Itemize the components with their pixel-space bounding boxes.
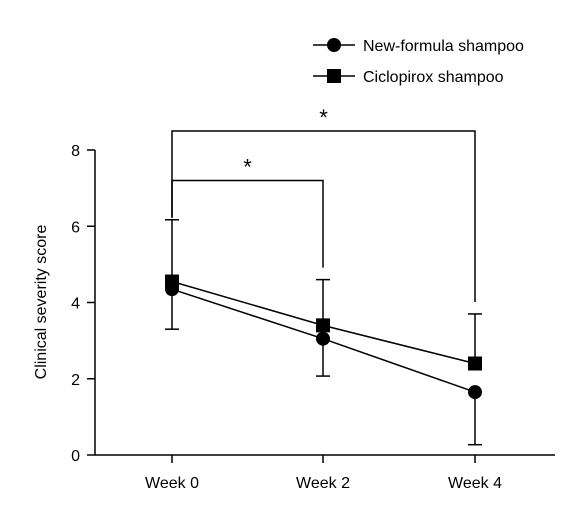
y-tick-label: 2 xyxy=(71,372,80,389)
axes: Clinical severity score xyxy=(33,150,555,456)
significance-bracket-1: * xyxy=(171,155,324,268)
bracket-line xyxy=(171,179,324,268)
legend: New-formula shampoo Ciclopirox shampoo xyxy=(313,38,524,86)
significance-asterisk: * xyxy=(319,105,328,130)
data-point xyxy=(468,356,482,371)
y-tick-label: 4 xyxy=(71,296,80,313)
legend-label: New-formula shampoo xyxy=(363,38,524,55)
x-tick-label: Week 4 xyxy=(448,475,502,492)
significance-asterisk: * xyxy=(243,155,252,180)
x-ticks: Week 0 Week 2 Week 4 xyxy=(145,455,502,492)
legend-marker xyxy=(327,69,341,83)
series-layer xyxy=(165,219,482,446)
significance-bracket-2: * xyxy=(171,105,476,302)
series-2 xyxy=(165,219,482,371)
y-tick-label: 6 xyxy=(71,219,80,236)
x-tick-label: Week 0 xyxy=(145,475,199,492)
legend-item-1: New-formula shampoo xyxy=(313,38,524,55)
y-ticks: 0 2 4 6 8 xyxy=(71,143,95,465)
data-point xyxy=(165,274,179,289)
bracket-line xyxy=(171,130,476,302)
legend-marker xyxy=(327,38,341,52)
y-axis-label: Clinical severity score xyxy=(33,225,50,380)
data-point xyxy=(468,385,482,400)
data-point xyxy=(316,331,330,346)
series-1 xyxy=(165,282,482,446)
significance-brackets: ** xyxy=(171,105,476,302)
legend-item-2: Ciclopirox shampoo xyxy=(313,69,504,86)
y-tick-label: 0 xyxy=(71,448,80,465)
legend-label: Ciclopirox shampoo xyxy=(363,69,504,86)
y-tick-label: 8 xyxy=(71,143,80,160)
x-tick-label: Week 2 xyxy=(296,475,350,492)
data-point xyxy=(316,318,330,333)
